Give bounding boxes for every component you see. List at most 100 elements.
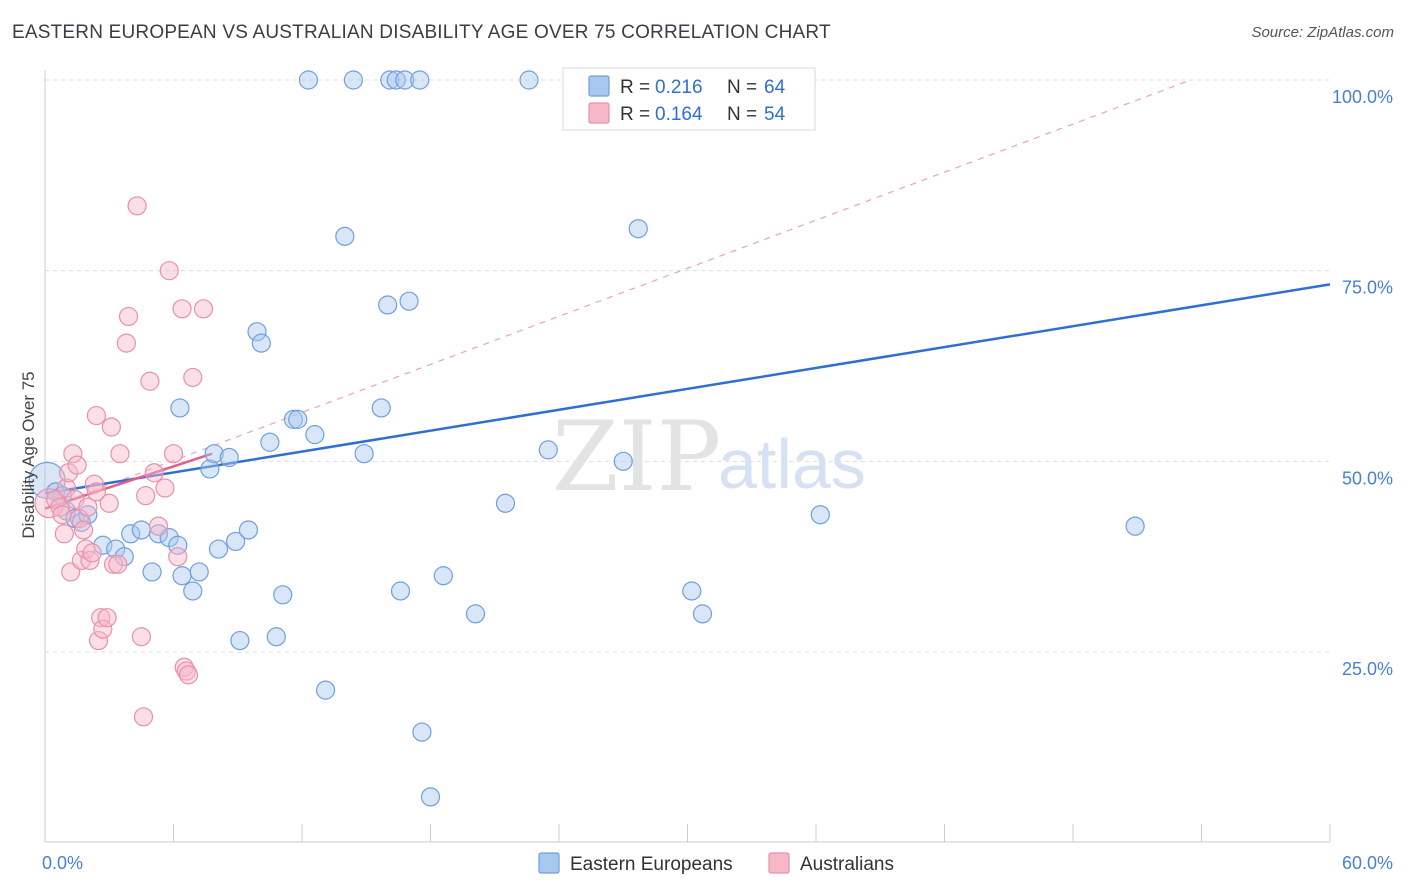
australians-point — [67, 455, 87, 475]
series-swatch-australians — [768, 852, 790, 874]
eastern-europeans-point — [335, 226, 355, 246]
australians-point — [118, 306, 139, 327]
legend-n-label-2: N = — [727, 104, 757, 125]
australians-point — [52, 505, 72, 525]
eastern-europeans-point — [148, 524, 169, 544]
eastern-europeans-point — [230, 630, 250, 651]
australians-trend-line — [44, 452, 213, 510]
eastern-europeans-point — [495, 493, 516, 513]
australians-point — [86, 482, 107, 502]
australians-point — [86, 405, 107, 426]
legend-r-value-1: 0.216 — [655, 77, 703, 98]
australians-point — [127, 196, 147, 216]
eastern-europeans-point — [538, 440, 558, 460]
australians-point — [178, 665, 199, 685]
eastern-europeans-point — [204, 444, 224, 464]
australians-point — [163, 444, 184, 464]
australians-point — [131, 627, 151, 647]
eastern-europeans-point — [283, 409, 304, 429]
legend-r-value-2: 0.164 — [655, 104, 703, 125]
legend-n-value-2: 54 — [764, 104, 786, 125]
australians-point — [97, 608, 117, 628]
eastern-europeans-point — [395, 70, 415, 90]
eastern-europeans-point — [412, 722, 432, 742]
x-tick-label-min: 0.0% — [42, 853, 83, 873]
chart-title: EASTERN EUROPEAN VS AUSTRALIAN DISABILIT… — [12, 22, 831, 43]
legend-n-label-1: N = — [727, 77, 757, 98]
eastern-europeans-trend-line — [44, 283, 1331, 495]
eastern-europeans-point — [121, 524, 141, 544]
australians-point — [84, 474, 104, 494]
australians-point — [116, 333, 136, 353]
eastern-europeans-point — [315, 680, 336, 700]
eastern-europeans-point — [433, 566, 453, 586]
x-tick-label-max: 60.0% — [1342, 853, 1393, 873]
y-tick-label: 25.0% — [1342, 659, 1393, 679]
australians-point — [88, 630, 109, 651]
y-tick-label: 50.0% — [1342, 468, 1393, 488]
australians-point — [73, 520, 94, 540]
eastern-europeans-point — [131, 520, 151, 540]
australians-point — [155, 478, 175, 498]
grid-lines — [45, 79, 1330, 653]
eastern-europeans-point — [354, 444, 374, 464]
legend-n-value-1: 64 — [764, 77, 786, 98]
australians-point — [54, 524, 74, 544]
eastern-europeans-point — [251, 333, 271, 353]
source-label: Source: ZipAtlas.com — [1251, 24, 1394, 41]
eastern-europeans-point — [371, 398, 391, 418]
legend-swatch-blue — [588, 75, 610, 97]
watermark: ZIP atlas — [552, 401, 866, 513]
australians-point — [50, 497, 70, 517]
eastern-europeans-point — [219, 447, 239, 468]
eastern-europeans-point — [399, 291, 419, 311]
australians-point — [93, 619, 113, 639]
eastern-europeans-point — [114, 547, 134, 567]
australians-point — [91, 608, 111, 628]
eastern-europeans-point — [183, 581, 203, 601]
series-label-australians: Australians — [800, 854, 894, 875]
australians-point — [78, 497, 98, 517]
australians-point — [103, 554, 124, 574]
eastern-europeans-point — [266, 627, 286, 647]
eastern-europeans-point — [168, 535, 188, 555]
australians-point — [99, 493, 119, 513]
eastern-europeans-point — [298, 70, 319, 90]
australians-point — [193, 299, 214, 319]
eastern-europeans-point — [1125, 516, 1145, 536]
eastern-europeans-point — [189, 562, 209, 582]
australians-point — [80, 550, 100, 571]
data-points — [28, 70, 1145, 807]
australians-point — [183, 367, 203, 388]
australians-point — [133, 707, 154, 727]
trend-lines — [44, 79, 1331, 510]
australians-point — [159, 261, 179, 281]
australians-point — [148, 516, 169, 536]
eastern-europeans-point — [410, 70, 430, 90]
eastern-europeans-point — [208, 539, 229, 559]
y-tick-labels: 25.0% 50.0% 75.0% 100.0% — [1332, 87, 1393, 679]
watermark-zip: ZIP — [552, 401, 721, 513]
eastern-europeans-point — [380, 70, 400, 90]
eastern-europeans-point — [519, 70, 539, 90]
australians-point — [110, 444, 130, 464]
australians-point — [168, 547, 188, 567]
australians-point — [136, 486, 156, 506]
axes — [44, 70, 1331, 843]
legend-r-label-1: R = — [620, 77, 650, 98]
australians-point — [172, 299, 192, 319]
series-label-eastern-europeans: Eastern Europeans — [570, 854, 733, 875]
eastern-europeans-point — [810, 505, 830, 525]
y-axis-label: Disability Age Over 75 — [19, 371, 38, 538]
y-tick-label: 100.0% — [1332, 87, 1393, 107]
eastern-europeans-point — [682, 581, 702, 601]
correlation-legend: R = 0.216 N = 64 R = 0.164 N = 54 — [562, 67, 816, 131]
watermark-atlas: atlas — [718, 425, 866, 503]
australians-point — [82, 543, 102, 563]
eastern-europeans-point — [305, 425, 325, 445]
eastern-europeans-point — [247, 322, 267, 342]
eastern-europeans-point — [692, 604, 713, 624]
eastern-europeans-point — [200, 459, 220, 479]
eastern-europeans-point — [226, 531, 246, 552]
